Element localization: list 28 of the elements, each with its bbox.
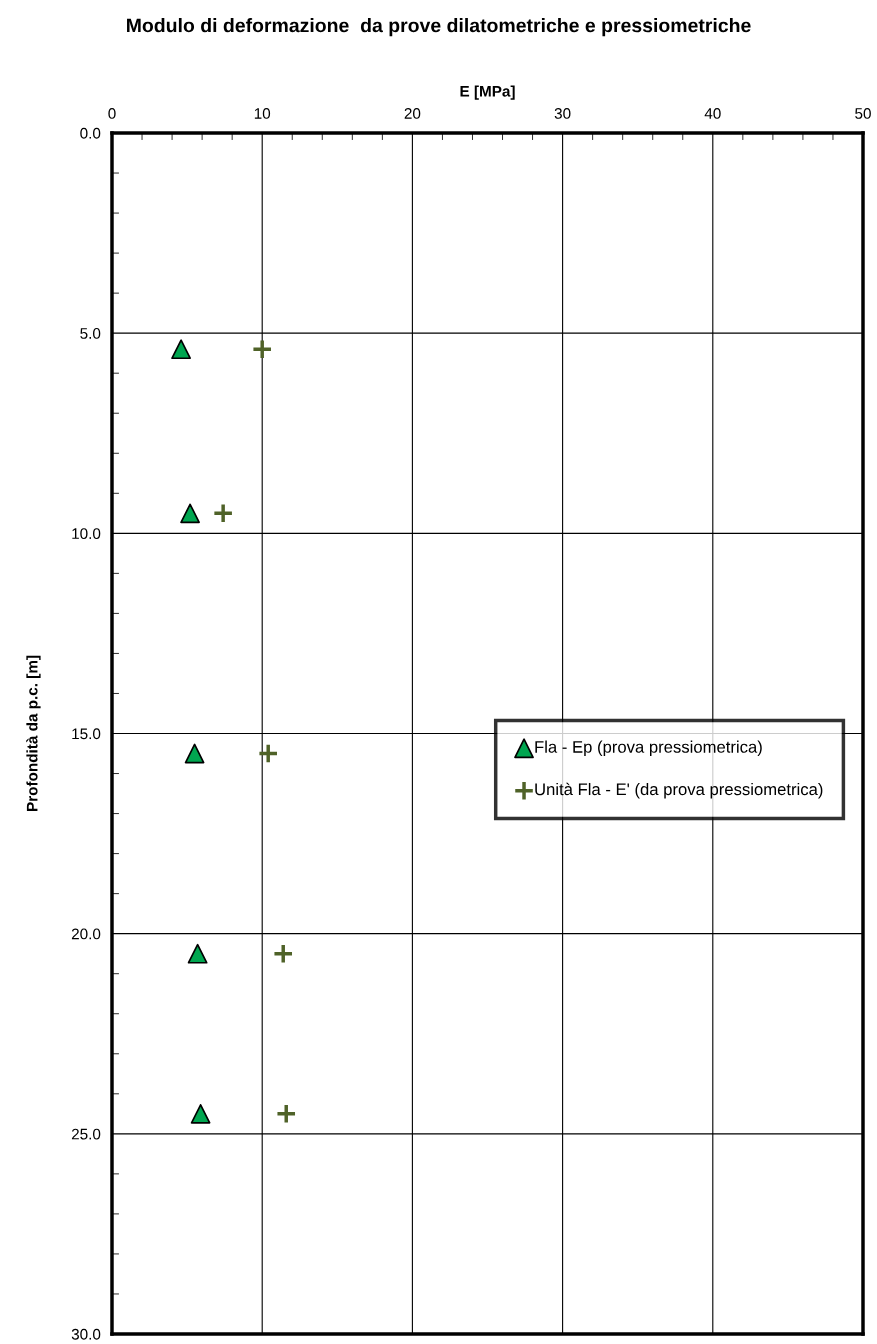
point: [187, 943, 208, 964]
x-axis-title: E [MPa]: [460, 85, 515, 100]
y-axis-title: Profondità da p.c. [m]: [26, 655, 41, 811]
y-tick-label: 20.0: [71, 928, 101, 940]
y-tick-label: 30.0: [71, 1328, 101, 1340]
point: [275, 1103, 297, 1125]
x-tick-label: 0: [108, 108, 116, 119]
legend-label: Unità Fla - E' (da prova pressiometrica): [535, 782, 823, 799]
point: [212, 502, 234, 524]
y-tick-label: 25.0: [71, 1128, 101, 1140]
point: [257, 742, 279, 765]
chart-title: Modulo di deformazione da prove dilatometriche e pressiometriche: [127, 18, 751, 37]
point: [190, 1103, 211, 1124]
x-tick-label: 50: [855, 108, 871, 119]
x-tick-label: 20: [404, 108, 421, 119]
y-tick-label: 0.0: [80, 127, 101, 139]
y-tick-label: 10.0: [72, 528, 101, 540]
x-tick-label: 40: [704, 108, 721, 119]
point: [272, 943, 294, 965]
point: [251, 338, 273, 360]
x-tick-label: 10: [254, 108, 271, 119]
point: [171, 339, 191, 360]
y-tick-label: 5.0: [80, 328, 101, 339]
x-tick-label: 30: [554, 108, 571, 119]
point: [184, 743, 205, 764]
point: [180, 503, 200, 524]
y-tick-label: 15.0: [72, 728, 101, 740]
legend-label: Fla - Ep (prova pressiometrica): [535, 740, 762, 757]
